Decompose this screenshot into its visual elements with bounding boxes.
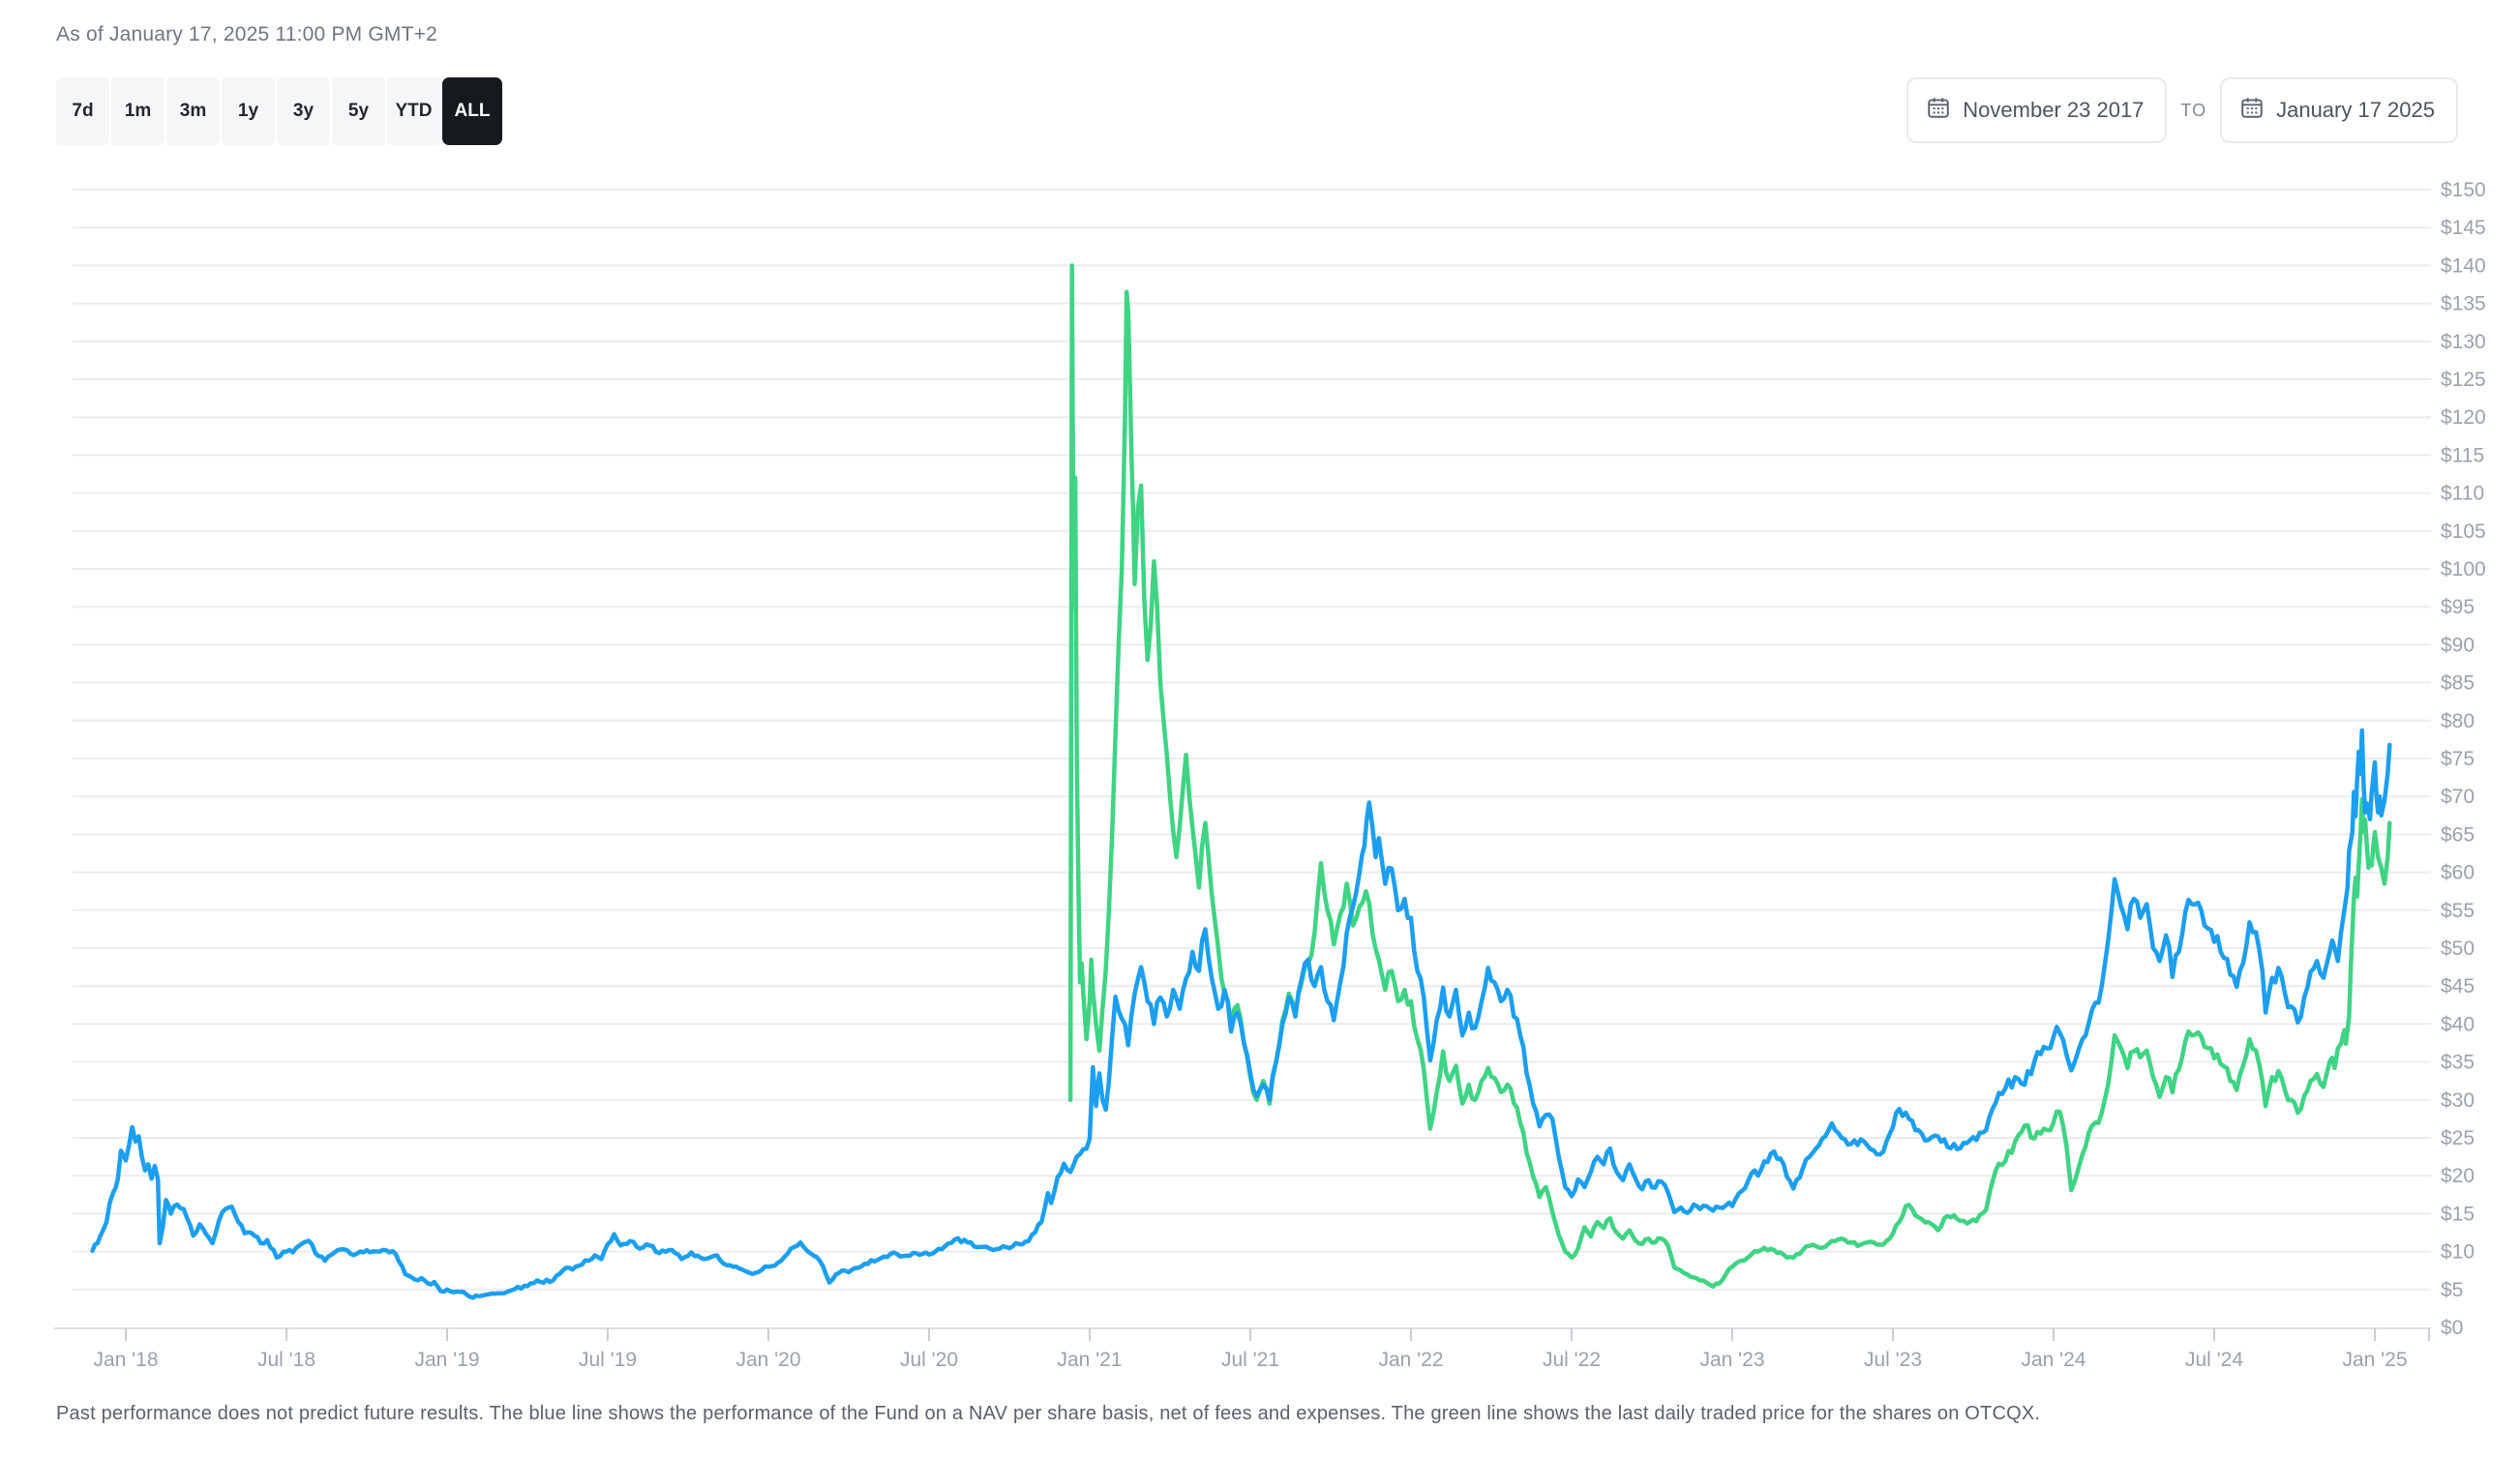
x-axis-label: Jul '24	[2185, 1349, 2243, 1371]
range-button-all[interactable]: ALL	[442, 77, 502, 145]
x-axis-label: Jul '18	[257, 1349, 315, 1371]
disclaimer-text: Past performance does not predict future…	[56, 1403, 2041, 1424]
y-axis-label: $100	[2441, 558, 2486, 581]
x-axis-label: Jan '25	[2342, 1349, 2407, 1371]
y-axis-label: $115	[2441, 444, 2484, 466]
y-axis-label: $90	[2441, 634, 2475, 656]
y-axis-label: $15	[2441, 1203, 2475, 1225]
y-axis-label: $30	[2441, 1089, 2475, 1112]
nav-line-series	[90, 728, 2392, 1300]
chart-controls: 7d 1m 3m 1y 3y 5y YTD ALL November 23 2017 TO	[0, 77, 2520, 145]
y-axis-label: $75	[2441, 748, 2475, 770]
x-axis-label: Jul '22	[1543, 1349, 1601, 1371]
y-axis-label: $40	[2441, 1013, 2475, 1035]
y-axis-label: $150	[2441, 179, 2486, 201]
x-axis-label: Jan '24	[2021, 1349, 2085, 1371]
calendar-icon	[2239, 95, 2265, 126]
y-axis-label: $60	[2441, 862, 2475, 884]
y-axis-label: $70	[2441, 786, 2475, 808]
y-axis-label: $0	[2441, 1317, 2463, 1339]
range-button-5y[interactable]: 5y	[332, 77, 385, 145]
end-date-value: January 17 2025	[2276, 98, 2435, 122]
y-axis-label: $145	[2441, 217, 2486, 239]
date-range-picker: November 23 2017 TO January 17 2025	[1906, 77, 2458, 143]
x-axis-label: Jan '21	[1057, 1349, 1122, 1371]
calendar-icon	[1926, 95, 1951, 126]
date-range-separator: TO	[2180, 100, 2207, 120]
as-of-timestamp: As of January 17, 2025 11:00 PM GMT+2	[56, 23, 437, 45]
y-axis-label: $80	[2441, 710, 2475, 732]
y-axis-label: $55	[2441, 900, 2475, 922]
x-axis-label: Jan '23	[1699, 1349, 1764, 1371]
y-axis-label: $125	[2441, 369, 2486, 391]
x-axis-label: Jan '18	[93, 1349, 158, 1371]
range-button-ytd[interactable]: YTD	[387, 77, 440, 145]
y-axis-label: $45	[2441, 975, 2475, 997]
x-axis-label: Jan '20	[735, 1349, 800, 1371]
y-axis-label: $130	[2441, 331, 2486, 353]
market-price-line-series	[1067, 263, 2392, 1289]
y-axis-label: $95	[2441, 596, 2475, 618]
x-axis-label: Jul '23	[1864, 1349, 1922, 1371]
y-axis-label: $65	[2441, 823, 2475, 846]
y-axis-label: $140	[2441, 254, 2486, 277]
y-axis-label: $35	[2441, 1052, 2475, 1074]
x-axis-label: Jan '22	[1378, 1349, 1443, 1371]
y-axis-label: $110	[2441, 483, 2484, 505]
range-button-1m[interactable]: 1m	[111, 77, 165, 145]
x-axis-label: Jul '19	[579, 1349, 637, 1371]
range-button-3m[interactable]: 3m	[166, 77, 220, 145]
y-axis-label: $5	[2441, 1279, 2463, 1301]
time-range-selector: 7d 1m 3m 1y 3y 5y YTD ALL	[56, 77, 502, 145]
x-axis-label: Jan '19	[414, 1349, 479, 1371]
y-axis-label: $20	[2441, 1165, 2475, 1187]
x-axis-label: Jul '21	[1221, 1349, 1279, 1371]
range-button-3y[interactable]: 3y	[277, 77, 330, 145]
y-axis-label: $50	[2441, 938, 2475, 960]
start-date-value: November 23 2017	[1963, 98, 2145, 122]
range-button-7d[interactable]: 7d	[56, 77, 109, 145]
start-date-picker[interactable]: November 23 2017	[1906, 77, 2168, 143]
range-button-1y[interactable]: 1y	[222, 77, 275, 145]
y-axis-label: $10	[2441, 1241, 2475, 1264]
y-axis-label: $105	[2441, 521, 2486, 543]
y-axis-label: $120	[2441, 406, 2486, 429]
y-axis-label: $135	[2441, 293, 2486, 315]
y-axis-label: $85	[2441, 672, 2475, 695]
y-axis-label: $25	[2441, 1127, 2475, 1149]
end-date-picker[interactable]: January 17 2025	[2220, 77, 2458, 143]
x-axis-label: Jul '20	[900, 1349, 958, 1371]
